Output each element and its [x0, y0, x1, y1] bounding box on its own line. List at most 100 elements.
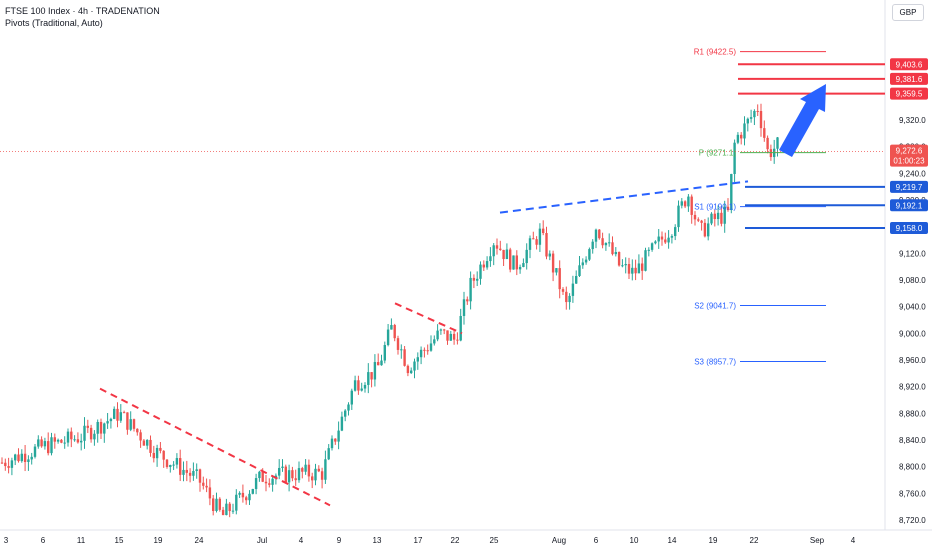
time-tick-label: 19 [154, 536, 163, 545]
candle-body [254, 478, 258, 490]
candle-body [456, 339, 459, 341]
level-tag-label: 9,403.6 [896, 60, 923, 69]
candle-body [446, 330, 449, 341]
candle-body [634, 267, 637, 274]
bar-countdown-label: 01:00:23 [893, 157, 925, 166]
trendline-descending-1[interactable] [99, 387, 331, 507]
candle-body [532, 238, 535, 240]
candle-body [337, 430, 340, 442]
candle-body [30, 456, 33, 460]
candle-body [720, 212, 723, 224]
candle-body [495, 245, 499, 249]
candle-body [502, 249, 505, 260]
candle-body [637, 263, 641, 274]
candle-body [80, 440, 83, 443]
candle-body [126, 412, 129, 430]
candle-body [172, 464, 175, 466]
candle-body [462, 299, 466, 316]
candle-body [674, 227, 677, 237]
candle-body [89, 427, 93, 440]
level-tag-support [890, 180, 928, 193]
candle-body [297, 468, 301, 481]
candle-body [47, 441, 50, 454]
candle-body [518, 266, 522, 270]
price-tick-label: 8,800.0 [899, 463, 926, 472]
candle-body [344, 410, 347, 417]
candle-body [175, 458, 179, 465]
candle-body [558, 268, 561, 290]
time-tick-label: 11 [77, 536, 86, 545]
candle-body [27, 459, 30, 463]
candle-body [746, 118, 749, 124]
candle-body [703, 222, 707, 237]
candle-body [33, 446, 37, 457]
currency-selector[interactable]: GBP [892, 4, 924, 21]
candle-body [40, 439, 43, 447]
candle-body [476, 278, 479, 281]
candle-body [23, 453, 27, 463]
candle-body [588, 249, 591, 260]
candle-body [251, 489, 254, 494]
candle-body [608, 242, 611, 244]
candle-body [710, 213, 713, 224]
candle-body [96, 421, 99, 434]
candle-body [713, 213, 716, 220]
candle-body [287, 470, 291, 483]
candle-body [584, 259, 588, 263]
candle-body [185, 469, 188, 473]
level-tag-resistance [890, 72, 928, 85]
candle-body [311, 476, 314, 481]
candle-body [301, 468, 304, 472]
candle-body [743, 123, 746, 139]
level-tag-resistance [890, 58, 928, 71]
candle-body [294, 478, 297, 481]
price-tick-label: 8,960.0 [899, 356, 926, 365]
candle-body [581, 262, 584, 266]
candle-body [551, 253, 555, 273]
price-tick-label: 8,840.0 [899, 436, 926, 445]
candle-body [687, 196, 690, 207]
trendline-descending-2[interactable] [394, 302, 463, 335]
time-tick-label: 13 [373, 536, 382, 545]
candle-body [7, 466, 10, 468]
forecast-up-arrow[interactable] [779, 84, 826, 157]
candle-body [367, 372, 370, 385]
candle-body [198, 469, 202, 483]
candle-body [245, 497, 248, 501]
candle-body [235, 494, 238, 511]
candle-body [327, 448, 330, 460]
candle-body [512, 255, 515, 270]
candle-body [83, 425, 86, 441]
candle-body [261, 471, 264, 482]
candle-body [139, 432, 142, 441]
level-tag-label: 9,381.6 [896, 75, 923, 84]
trendline-ascending[interactable] [499, 180, 749, 214]
candle-body [136, 428, 139, 433]
candle-body [278, 467, 281, 476]
candle-body [591, 241, 594, 250]
time-tick-label: 3 [4, 536, 9, 545]
candle-body [116, 408, 119, 421]
candle-body [66, 431, 70, 443]
candle-body [561, 289, 565, 292]
price-tick-label: 8,920.0 [899, 383, 926, 392]
candle-body [449, 333, 452, 341]
candle-body [60, 439, 63, 443]
candle-body [304, 464, 307, 472]
price-tick-label: 9,000.0 [899, 329, 926, 338]
candle-body [192, 470, 195, 476]
time-tick-label: 22 [750, 536, 759, 545]
candle-body [621, 265, 624, 267]
candle-body [443, 329, 446, 331]
candle-body [740, 134, 743, 139]
candle-body [373, 362, 377, 380]
candle-body [258, 471, 261, 479]
candle-body [753, 110, 756, 118]
time-tick-label: 19 [709, 536, 718, 545]
candle-body [654, 241, 657, 244]
candle-body [749, 117, 753, 119]
candle-body [320, 471, 324, 480]
candle-body [340, 416, 344, 431]
candle-body [644, 250, 647, 271]
